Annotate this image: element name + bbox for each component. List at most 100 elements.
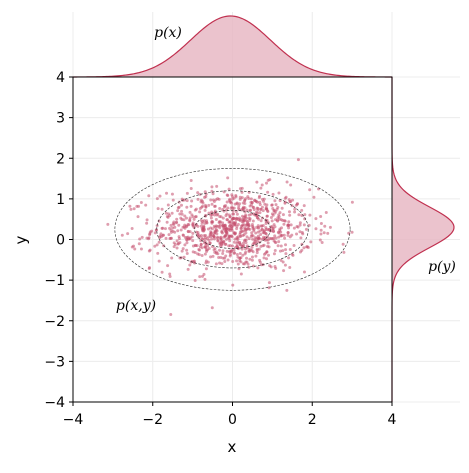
tick-labels: −4 −2 0 2 4 −4 −3 −2 −1 0 1 2 3 4 <box>44 70 396 428</box>
scatter-point <box>158 194 162 198</box>
scatter-point <box>280 206 284 210</box>
scatter-point <box>281 260 285 264</box>
scatter-point <box>209 198 213 202</box>
scatter-point <box>243 227 247 231</box>
scatter-point <box>204 205 208 209</box>
scatter-point <box>255 247 259 251</box>
scatter-point <box>250 258 254 262</box>
scatter-point <box>215 236 219 240</box>
x-tick-label: 2 <box>308 412 317 428</box>
scatter-point <box>268 178 272 182</box>
scatter-point <box>287 223 291 227</box>
scatter-point <box>347 231 351 235</box>
scatter-point <box>255 216 259 220</box>
scatter-point <box>250 203 254 207</box>
scatter-point <box>218 215 222 219</box>
scatter-point <box>262 199 266 203</box>
scatter-point <box>157 240 161 244</box>
scatter-point <box>205 237 209 241</box>
scatter-point <box>308 188 312 192</box>
x-tick-label: 4 <box>388 412 397 428</box>
scatter-point <box>210 202 214 206</box>
scatter-point <box>157 219 161 223</box>
scatter-point <box>212 234 216 238</box>
scatter-point <box>271 227 275 231</box>
marginal-x-density <box>72 15 392 78</box>
scatter-point <box>224 254 228 258</box>
scatter-point <box>176 206 180 210</box>
scatter-point <box>188 219 192 223</box>
scatter-point <box>201 219 205 223</box>
scatter-point <box>160 270 164 274</box>
scatter-point <box>250 255 254 259</box>
scatter-point <box>277 213 281 217</box>
scatter-point <box>160 207 164 211</box>
scatter-point <box>274 203 278 207</box>
scatter-point <box>169 313 173 317</box>
scatter-point <box>270 225 274 229</box>
joint-label: p(x,y) <box>116 298 156 314</box>
scatter-point <box>286 233 290 237</box>
scatter-point <box>258 200 262 204</box>
scatter-point <box>148 233 152 237</box>
scatter-point <box>175 239 179 243</box>
scatter-point <box>318 238 322 242</box>
scatter-point <box>284 195 288 199</box>
scatter-point <box>191 239 195 243</box>
scatter-point <box>211 192 215 196</box>
scatter-point <box>210 237 214 241</box>
scatter-point <box>287 220 291 224</box>
scatter-point <box>248 209 252 213</box>
scatter-point <box>235 212 239 216</box>
scatter-point <box>222 204 226 208</box>
scatter-point <box>324 211 328 215</box>
scatter-point <box>212 237 216 241</box>
scatter-point <box>231 197 235 201</box>
scatter-point <box>247 216 251 220</box>
scatter-point <box>185 251 189 255</box>
scatter-point <box>271 192 275 196</box>
scatter-point <box>244 241 248 245</box>
scatter-point <box>217 255 221 259</box>
scatter-point <box>279 234 283 238</box>
scatter-point <box>228 250 232 254</box>
scatter-point <box>170 192 174 196</box>
scatter-point <box>273 264 277 268</box>
scatter-point <box>244 224 248 228</box>
scatter-point <box>322 231 326 235</box>
scatter-point <box>302 270 306 274</box>
scatter-point <box>260 237 264 241</box>
scatter-point <box>232 217 236 221</box>
marginal-x-curve <box>72 15 392 78</box>
scatter-point <box>165 215 169 219</box>
scatter-point <box>232 240 236 244</box>
scatter-point <box>207 211 211 215</box>
scatter-point <box>231 283 235 287</box>
scatter-point <box>298 223 302 227</box>
scatter-point <box>145 218 149 222</box>
scatter-point <box>235 216 239 220</box>
scatter-point <box>199 242 203 246</box>
scatter-point <box>240 247 244 251</box>
scatter-point <box>234 195 238 199</box>
scatter-point <box>136 215 140 219</box>
scatter-point <box>260 216 264 220</box>
scatter-point <box>217 221 221 225</box>
scatter-point <box>210 210 214 214</box>
scatter-point <box>229 253 233 257</box>
contour-ellipse <box>156 190 309 269</box>
scatter-point <box>254 254 258 258</box>
scatter-point <box>259 207 263 211</box>
scatter-point <box>170 256 174 260</box>
scatter-point <box>293 207 297 211</box>
scatter-point <box>238 259 242 263</box>
scatter-point <box>202 272 206 276</box>
scatter-point <box>279 226 283 230</box>
scatter-point <box>139 201 143 205</box>
scatter-point <box>240 196 244 200</box>
scatter-point <box>176 229 180 233</box>
scatter-point <box>350 230 354 234</box>
scatter-point <box>279 244 283 248</box>
scatter-point <box>225 249 229 253</box>
